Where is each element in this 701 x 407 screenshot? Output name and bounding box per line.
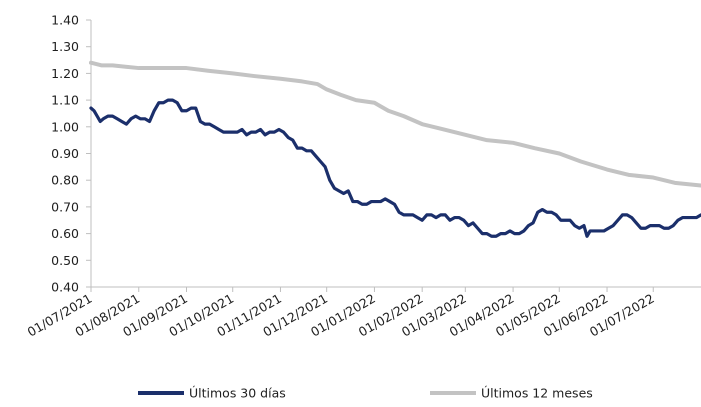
y-tick-label: 1.00 — [51, 119, 79, 134]
y-tick-label: 1.20 — [51, 66, 79, 81]
y-axis: 0.40 0.50 0.60 0.70 0.80 0.90 1.00 1.10 1.20 1.30… — [51, 13, 92, 295]
legend: Últimos 30 días Últimos 12 meses — [138, 386, 593, 401]
legend-item-30-dias: Últimos 30 días — [138, 386, 286, 401]
y-tick-label: 0.50 — [51, 253, 79, 268]
legend-item-12-meses: Últimos 12 meses — [430, 386, 593, 401]
series-layer — [89, 60, 701, 238]
y-tick-label: 0.90 — [51, 146, 79, 161]
y-tick-label: 0.40 — [51, 280, 79, 295]
y-tick-label: 0.80 — [51, 173, 79, 188]
series-line-ultimos-12-meses — [89, 60, 701, 188]
y-tick-label: 0.60 — [51, 226, 79, 241]
y-tick-label: 1.10 — [51, 93, 79, 108]
y-tick-label: 1.30 — [51, 39, 79, 54]
legend-label: Últimos 30 días — [189, 386, 286, 401]
y-tick-label: 1.40 — [51, 13, 79, 28]
series-line-ultimos-30-dias — [89, 98, 701, 238]
y-tick-label: 0.70 — [51, 199, 79, 214]
legend-label: Últimos 12 meses — [481, 386, 593, 401]
x-axis: 01/07/202101/08/202101/09/202101/10/2021… — [25, 286, 701, 340]
